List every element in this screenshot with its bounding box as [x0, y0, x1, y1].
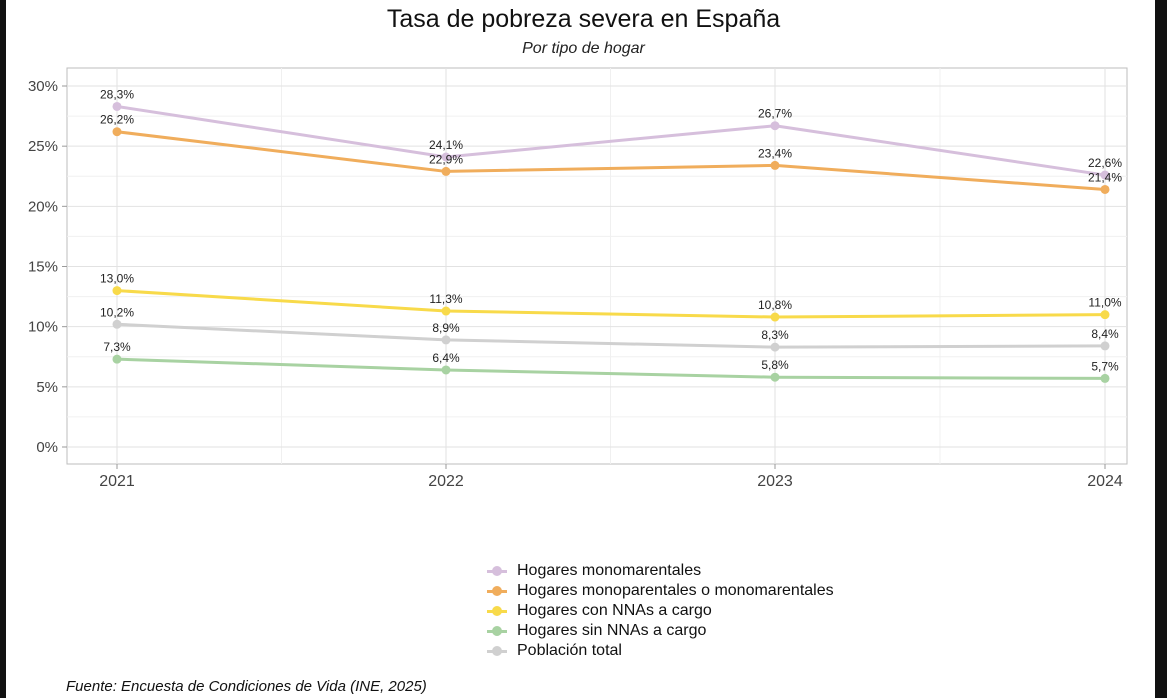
y-tick-label: 25%	[28, 138, 58, 155]
data-point	[441, 152, 451, 162]
y-tick-label: 20%	[28, 198, 58, 215]
data-label: 10,2%	[100, 305, 134, 319]
series-line	[116, 289, 1106, 319]
data-point	[1100, 373, 1110, 383]
data-point	[441, 365, 451, 375]
y-tick-label: 5%	[36, 379, 58, 396]
data-point	[770, 342, 780, 352]
data-label: 7,3%	[103, 340, 131, 354]
legend-key-icon	[486, 581, 510, 601]
window-edge-right	[1155, 0, 1167, 698]
source-note: Fuente: Encuesta de Condiciones de Vida …	[66, 678, 427, 695]
data-point	[770, 312, 780, 322]
chart-legend: Hogares monomarentales Hogares monoparent…	[486, 561, 834, 661]
x-tick-label: 2022	[428, 473, 464, 490]
legend-item: Población total	[486, 641, 834, 661]
legend-item: Hogares con NNAs a cargo	[486, 601, 834, 621]
data-point	[112, 286, 122, 296]
data-label: 13,0%	[100, 272, 134, 286]
data-label: 22,9%	[429, 152, 463, 166]
legend-key-icon	[486, 561, 510, 581]
data-point	[441, 306, 451, 316]
data-label: 23,4%	[758, 146, 792, 160]
data-label: 28,3%	[100, 87, 134, 101]
y-tick-label: 15%	[28, 259, 58, 276]
data-label: 22,6%	[1088, 156, 1122, 170]
legend-key-icon	[486, 601, 510, 621]
data-label: 5,8%	[761, 358, 789, 372]
legend-key-icon	[486, 641, 510, 661]
data-point	[1100, 184, 1110, 194]
y-tick-label: 0%	[36, 439, 58, 456]
y-tick-label: 30%	[28, 78, 58, 95]
chart-subtitle: Por tipo de hogar	[522, 40, 645, 57]
data-point	[770, 121, 780, 131]
data-point	[112, 101, 122, 111]
legend-label: Hogares monoparentales o monomarentales	[517, 582, 834, 599]
data-label: 11,0%	[1088, 296, 1121, 310]
data-point	[1100, 341, 1110, 351]
data-point	[770, 372, 780, 382]
data-point	[441, 166, 451, 176]
data-label: 6,4%	[432, 351, 460, 365]
data-point	[441, 335, 451, 345]
series-line	[116, 322, 1106, 349]
legend-label: Hogares monomarentales	[517, 562, 702, 579]
data-label: 11,3%	[429, 292, 462, 306]
legend-label: Hogares sin NNAs a cargo	[517, 622, 707, 639]
data-label: 24,1%	[429, 138, 463, 152]
data-point	[1100, 170, 1110, 180]
data-label: 26,7%	[758, 107, 792, 121]
data-label: 8,4%	[1091, 327, 1119, 341]
data-label: 5,7%	[1091, 359, 1119, 373]
series-line	[116, 357, 1106, 380]
data-point	[1100, 310, 1110, 320]
x-tick-label: 2023	[757, 473, 793, 490]
x-tick-label: 2024	[1087, 473, 1123, 490]
legend-item: Hogares sin NNAs a cargo	[486, 621, 834, 641]
data-point	[112, 319, 122, 329]
window-edge-left	[0, 0, 6, 698]
x-tick-label: 2021	[99, 473, 135, 490]
chart-title: Tasa de pobreza severa en España	[386, 5, 781, 33]
data-label: 10,8%	[758, 298, 792, 312]
data-label: 21,4%	[1088, 170, 1122, 184]
data-label: 8,9%	[432, 321, 460, 335]
legend-label: Hogares con NNAs a cargo	[517, 602, 712, 619]
legend-item: Hogares monomarentales	[486, 561, 834, 581]
legend-label: Población total	[517, 642, 622, 659]
data-label: 26,2%	[100, 113, 134, 127]
legend-item: Hogares monoparentales o monomarentales	[486, 581, 834, 601]
legend-key-icon	[486, 621, 510, 641]
data-label: 8,3%	[761, 328, 789, 342]
data-point	[770, 160, 780, 170]
series-line	[116, 104, 1106, 177]
y-tick-label: 10%	[28, 319, 58, 336]
data-point	[112, 127, 122, 137]
data-point	[112, 354, 122, 364]
series-line	[116, 130, 1106, 191]
